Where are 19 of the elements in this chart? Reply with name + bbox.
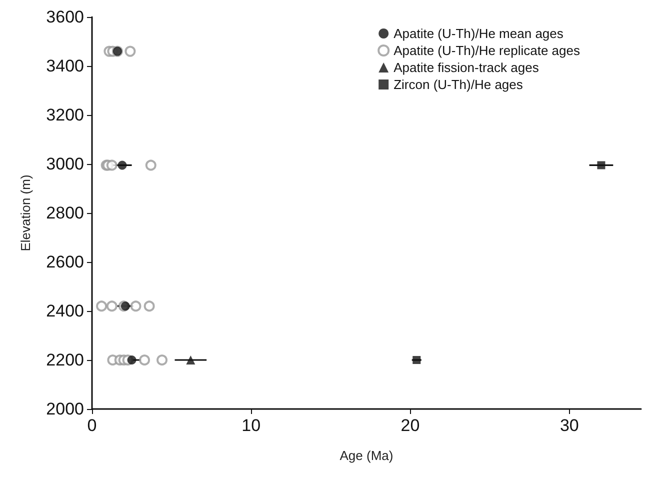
x-tick-label: 30 xyxy=(560,416,579,435)
y-axis-title: Elevation (m) xyxy=(18,174,33,252)
x-axis-title: Age (Ma) xyxy=(340,448,394,463)
y-tick-label: 3600 xyxy=(46,8,84,26)
y-tick-label: 2600 xyxy=(46,252,84,272)
legend-label: Zircon (U-Th)/He ages xyxy=(394,77,524,92)
x-tick-label: 10 xyxy=(242,416,261,435)
y-tick-label: 2400 xyxy=(46,302,84,320)
x-tick-label: 0 xyxy=(87,416,97,435)
legend-label: Apatite fission-track ages xyxy=(394,60,540,75)
y-tick-label: 2200 xyxy=(46,350,84,370)
x-tick-label: 20 xyxy=(400,416,420,435)
y-tick-label: 2000 xyxy=(46,400,84,418)
y-tick-label: 2800 xyxy=(46,204,84,222)
y-tick-label: 3400 xyxy=(46,56,84,76)
y-tick-label: 3000 xyxy=(46,154,84,174)
y-tick-label: 3200 xyxy=(46,106,84,124)
legend-label: Apatite (U-Th)/He replicate ages xyxy=(394,43,580,58)
legend-label: Apatite (U-Th)/He mean ages xyxy=(394,26,564,41)
